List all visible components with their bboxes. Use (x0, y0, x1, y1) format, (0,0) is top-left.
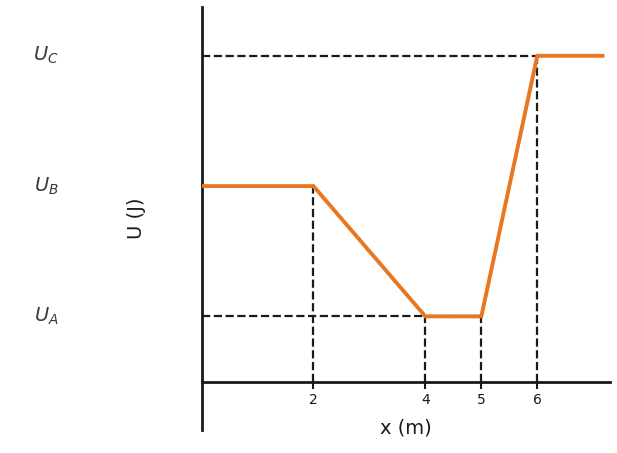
X-axis label: x (m): x (m) (380, 419, 432, 438)
Text: $U_C$: $U_C$ (33, 45, 59, 67)
Text: $U_A$: $U_A$ (34, 306, 59, 327)
Y-axis label: U (J): U (J) (127, 198, 146, 240)
Text: $U_B$: $U_B$ (34, 175, 59, 197)
